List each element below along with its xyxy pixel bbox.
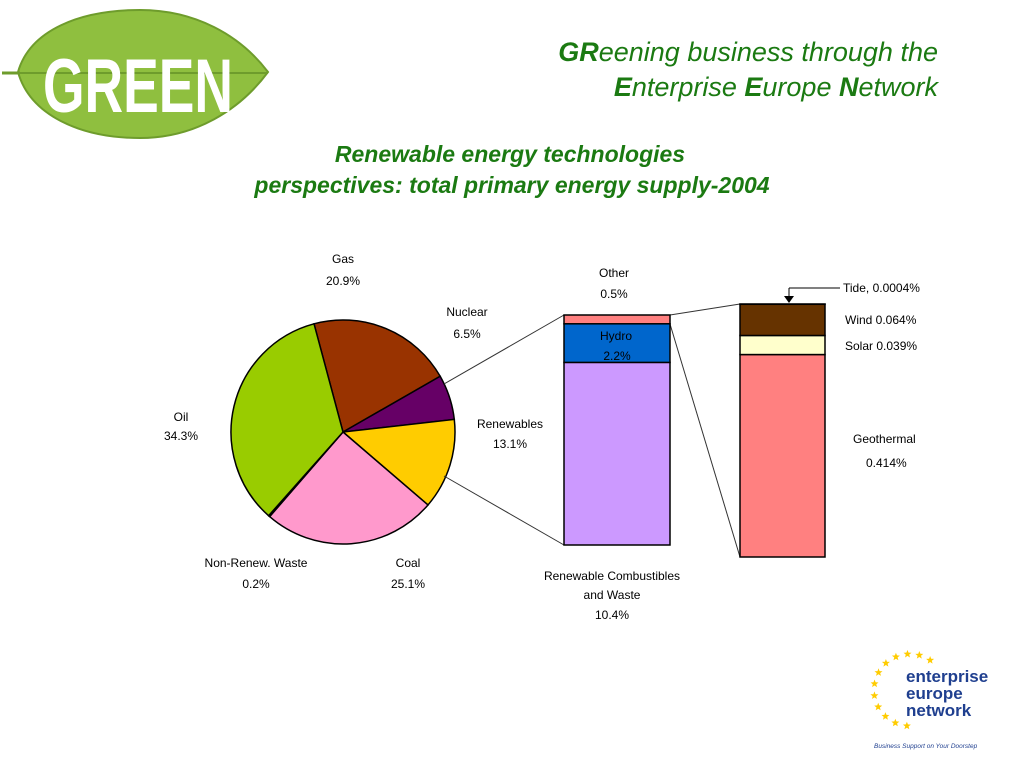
bar-label-other-name: Other xyxy=(599,266,629,280)
star-icon xyxy=(870,691,879,699)
header-line-2: Enterprise Europe Network xyxy=(613,72,938,102)
connector-line xyxy=(669,303,741,316)
star-icon xyxy=(870,679,879,688)
pie-slice-oil xyxy=(230,322,344,517)
pie-chart xyxy=(230,319,456,545)
pie-label-renewables-value: 13.1% xyxy=(493,437,527,451)
star-icon xyxy=(915,651,924,659)
bar-label-hydro-value: 2.2% xyxy=(603,349,631,363)
pie-slice-renewables xyxy=(341,418,456,507)
bar-label-combustibles-line1: Renewable Combustibles xyxy=(544,569,680,583)
star-icon xyxy=(891,652,900,661)
bar-segment-hydro xyxy=(563,323,671,364)
pie-label-waste-value: 0.2% xyxy=(242,577,270,591)
bar-segment-solar xyxy=(739,334,826,356)
connector-line xyxy=(669,323,741,558)
een-line2: europe xyxy=(906,684,963,703)
bar-label-other-value: 0.5% xyxy=(600,287,628,301)
bar-segment-other xyxy=(563,314,671,325)
bar-label-tide: Tide, 0.0004% xyxy=(843,281,920,295)
star-icon xyxy=(926,656,935,664)
star-icon xyxy=(891,718,900,727)
bar-label-combustibles-line2: and Waste xyxy=(584,588,641,602)
star-icon xyxy=(874,702,883,711)
renewables-stacked-bar xyxy=(563,314,671,546)
een-tagline: Business Support on Your Doorstep xyxy=(874,743,978,750)
other-renewables-stacked-bar xyxy=(739,303,826,558)
bar-segment-geothermal xyxy=(739,353,826,558)
connector-line xyxy=(443,314,565,385)
bar-label-wind: Wind 0.064% xyxy=(845,313,917,327)
een-line1: enterprise xyxy=(906,667,988,686)
bar-segment-wind xyxy=(739,303,826,337)
pie-label-waste-name: Non-Renew. Waste xyxy=(205,556,308,570)
een-logo: enterprise europe network Business Suppo… xyxy=(870,649,988,750)
bar-label-combustibles-value: 10.4% xyxy=(595,608,629,622)
chart-title-line-2: perspectives: total primary energy suppl… xyxy=(254,172,770,198)
star-icon xyxy=(903,649,912,658)
pie-slice-gas xyxy=(313,319,442,434)
bar-label-geothermal-name: Geothermal xyxy=(853,432,916,446)
pie-slice-coal xyxy=(268,430,430,545)
star-icon xyxy=(874,668,883,676)
pie-label-nuclear-name: Nuclear xyxy=(446,305,487,319)
pie-label-coal-name: Coal xyxy=(396,556,421,570)
header-line-1: GReening business through the xyxy=(558,37,938,67)
logo-text: GREEN xyxy=(43,44,233,129)
green-logo: GREEN xyxy=(2,8,270,140)
bar-segment-renewable-combustibles-and-waste xyxy=(563,361,671,546)
bar-label-hydro-name: Hydro xyxy=(600,329,632,343)
star-icon xyxy=(881,659,890,667)
pie-label-coal-value: 25.1% xyxy=(391,577,425,591)
bar-label-geothermal-value: 0.414% xyxy=(866,456,907,470)
star-icon xyxy=(881,712,890,720)
star-icon xyxy=(902,721,911,730)
pie-label-oil-value: 34.3% xyxy=(164,429,198,443)
pie-label-renewables-name: Renewables xyxy=(477,417,543,431)
pie-label-gas-name: Gas xyxy=(332,252,354,266)
connector-line xyxy=(443,475,565,546)
pie-label-nuclear-value: 6.5% xyxy=(453,327,481,341)
een-line3: network xyxy=(906,701,972,720)
tide-arrow-icon xyxy=(784,296,794,303)
pie-label-oil-name: Oil xyxy=(174,410,189,424)
chart-title-line-1: Renewable energy technologies xyxy=(334,141,686,167)
pie-label-gas-value: 20.9% xyxy=(326,274,360,288)
bar-label-solar: Solar 0.039% xyxy=(845,339,917,353)
